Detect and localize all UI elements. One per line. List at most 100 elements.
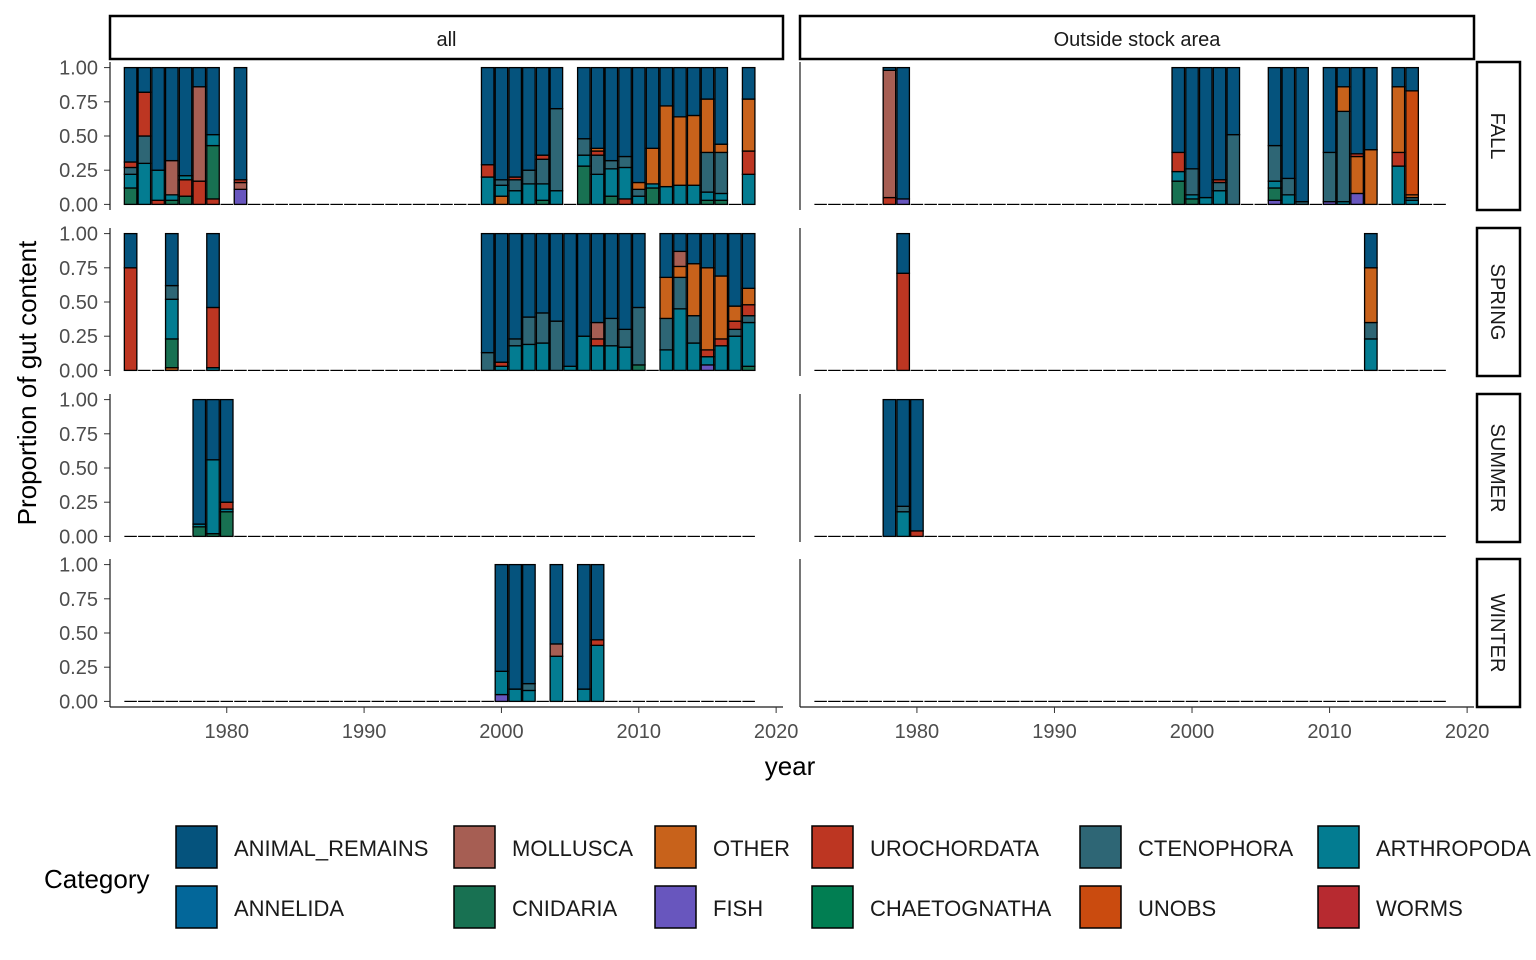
x-tick-label: 2010 bbox=[1307, 721, 1352, 743]
x-tick-label: 2020 bbox=[1445, 721, 1490, 743]
bar-segment bbox=[883, 68, 896, 71]
bar-segment bbox=[1337, 68, 1350, 87]
bar-stack bbox=[701, 234, 714, 371]
bar-segment bbox=[536, 68, 549, 156]
bar-segment bbox=[660, 350, 673, 371]
bar-segment bbox=[523, 68, 536, 171]
bar-stack bbox=[619, 68, 632, 205]
col-strip-label: Outside stock area bbox=[1054, 29, 1222, 51]
y-tick-label: 0.00 bbox=[59, 691, 98, 713]
row-strip-label: SPRING bbox=[1486, 264, 1508, 341]
bar-segment bbox=[179, 196, 192, 204]
bar-stack bbox=[1351, 68, 1364, 205]
bar-segment bbox=[1323, 152, 1336, 201]
bar-segment bbox=[1213, 191, 1226, 205]
bar-segment bbox=[605, 318, 618, 345]
row-strip-label: WINTER bbox=[1486, 594, 1508, 673]
bar-stack bbox=[591, 234, 604, 371]
bar-stack bbox=[897, 234, 910, 371]
bar-stack bbox=[578, 565, 591, 702]
bar-segment bbox=[495, 185, 508, 196]
bar-segment bbox=[1268, 181, 1281, 188]
bar-stack bbox=[605, 234, 618, 371]
bar-segment bbox=[536, 234, 549, 313]
bar-segment bbox=[495, 68, 508, 180]
bar-stack bbox=[495, 68, 508, 205]
bar-segment bbox=[897, 400, 910, 507]
bar-segment bbox=[591, 339, 604, 346]
y-tick-label: 0.25 bbox=[59, 492, 98, 514]
bar-segment bbox=[660, 277, 673, 318]
bar-stack bbox=[897, 68, 910, 205]
bar-segment bbox=[1351, 68, 1364, 154]
bar-segment bbox=[729, 329, 742, 336]
bar-stack bbox=[550, 565, 563, 702]
bar-segment bbox=[701, 234, 714, 268]
legend-label: WORMS bbox=[1376, 896, 1463, 921]
bar-segment bbox=[523, 684, 536, 691]
bar-segment bbox=[138, 163, 151, 204]
legend-item: CHAETOGNATHA bbox=[812, 886, 1052, 928]
bar-segment bbox=[701, 68, 714, 99]
bar-stack bbox=[193, 68, 206, 205]
bar-segment bbox=[124, 162, 137, 167]
bar-segment bbox=[619, 199, 632, 204]
y-tick-label: 0.00 bbox=[59, 526, 98, 548]
bar-stack bbox=[660, 234, 673, 371]
bar-segment bbox=[742, 68, 755, 99]
bar-stack bbox=[523, 565, 536, 702]
legend-key bbox=[655, 886, 696, 928]
bar-segment bbox=[660, 68, 673, 106]
legend-key bbox=[1080, 826, 1121, 868]
bar-segment bbox=[578, 689, 591, 701]
bar-segment bbox=[1200, 68, 1213, 198]
bar-stack bbox=[166, 234, 179, 371]
bar-segment bbox=[220, 400, 233, 503]
bar-stack bbox=[911, 400, 924, 537]
bar-segment bbox=[124, 174, 137, 188]
bar-stack bbox=[633, 234, 646, 371]
bar-segment bbox=[481, 353, 494, 371]
legend-label: CNIDARIA bbox=[512, 896, 617, 921]
bar-segment bbox=[550, 644, 563, 656]
bar-segment bbox=[1392, 152, 1405, 166]
bar-segment bbox=[1392, 166, 1405, 204]
legend-key bbox=[655, 826, 696, 868]
bar-stack bbox=[605, 68, 618, 205]
bar-segment bbox=[897, 199, 910, 204]
bar-segment bbox=[166, 68, 179, 161]
row-strip-label: FALL bbox=[1486, 113, 1508, 160]
bar-segment bbox=[674, 68, 687, 117]
y-tick-label: 0.50 bbox=[59, 623, 98, 645]
bar-stack bbox=[742, 234, 755, 371]
bar-segment bbox=[138, 136, 151, 163]
bar-segment bbox=[687, 316, 700, 343]
bar-segment bbox=[509, 565, 522, 689]
bar-segment bbox=[1227, 68, 1240, 135]
legend-item: UNOBS bbox=[1080, 886, 1216, 928]
bar-stack bbox=[124, 68, 137, 205]
bar-segment bbox=[619, 167, 632, 198]
bar-segment bbox=[1213, 68, 1226, 180]
bar-segment bbox=[550, 321, 563, 370]
bar-stack bbox=[564, 234, 577, 371]
legend-key bbox=[1080, 886, 1121, 928]
bar-segment bbox=[1365, 268, 1378, 323]
bar-segment bbox=[481, 234, 494, 353]
bar-segment bbox=[660, 234, 673, 278]
bar-segment bbox=[633, 365, 646, 370]
bar-segment bbox=[674, 266, 687, 277]
legend-label: CTENOPHORA bbox=[1138, 836, 1294, 861]
panels-layer bbox=[124, 68, 1446, 702]
bar-segment bbox=[550, 234, 563, 322]
bar-segment bbox=[124, 68, 137, 162]
bar-segment bbox=[742, 305, 755, 316]
bar-segment bbox=[1337, 87, 1350, 112]
bar-segment bbox=[1351, 157, 1364, 194]
y-tick-label: 0.75 bbox=[59, 589, 98, 611]
bar-segment bbox=[481, 68, 494, 165]
bar-segment bbox=[152, 170, 165, 200]
bar-segment bbox=[897, 68, 910, 199]
bar-segment bbox=[701, 192, 714, 200]
